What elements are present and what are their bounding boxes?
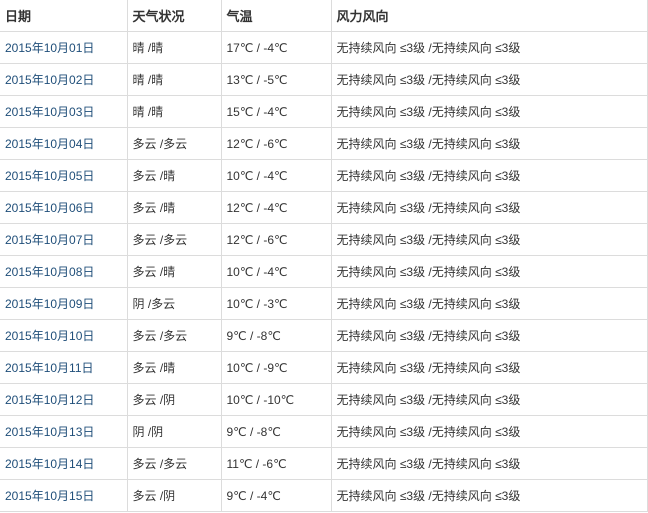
temperature-cell: 10℃ / -9℃ bbox=[220, 351, 332, 384]
wind-cell: 无持续风向 ≤3级 /无持续风向 ≤3级 bbox=[330, 63, 648, 96]
header-date: 日期 bbox=[0, 0, 128, 32]
weather-cell: 多云 /阴 bbox=[126, 383, 222, 416]
date-link[interactable]: 2015年10月01日 bbox=[5, 41, 95, 55]
table-header-row: 日期 天气状况 气温 风力风向 bbox=[0, 0, 648, 32]
wind-cell: 无持续风向 ≤3级 /无持续风向 ≤3级 bbox=[330, 95, 648, 128]
temperature-cell: 12℃ / -6℃ bbox=[220, 223, 332, 256]
wind-cell: 无持续风向 ≤3级 /无持续风向 ≤3级 bbox=[330, 223, 648, 256]
temperature-cell: 9℃ / -8℃ bbox=[220, 415, 332, 448]
table-row: 2015年10月07日 多云 /多云 12℃ / -6℃ 无持续风向 ≤3级 /无持续… bbox=[0, 223, 648, 256]
date-link[interactable]: 2015年10月07日 bbox=[5, 233, 95, 247]
date-link[interactable]: 2015年10月11日 bbox=[5, 361, 94, 375]
temperature-cell: 9℃ / -4℃ bbox=[220, 479, 332, 512]
weather-cell: 多云 /多云 bbox=[126, 223, 222, 256]
date-cell: 2015年10月02日 bbox=[0, 63, 128, 96]
header-temperature: 气温 bbox=[220, 0, 332, 32]
wind-cell: 无持续风向 ≤3级 /无持续风向 ≤3级 bbox=[330, 383, 648, 416]
date-cell: 2015年10月04日 bbox=[0, 127, 128, 160]
date-cell: 2015年10月11日 bbox=[0, 351, 128, 384]
weather-cell: 阴 /多云 bbox=[126, 287, 222, 320]
table-row: 2015年10月15日 多云 /阴 9℃ / -4℃ 无持续风向 ≤3级 /无持续风向… bbox=[0, 479, 648, 512]
date-link[interactable]: 2015年10月13日 bbox=[5, 425, 95, 439]
date-cell: 2015年10月15日 bbox=[0, 479, 128, 512]
table-row: 2015年10月14日 多云 /多云 11℃ / -6℃ 无持续风向 ≤3级 /无持续… bbox=[0, 447, 648, 480]
header-wind: 风力风向 bbox=[330, 0, 648, 32]
table-row: 2015年10月11日 多云 /晴 10℃ / -9℃ 无持续风向 ≤3级 /无持续风… bbox=[0, 351, 648, 384]
date-link[interactable]: 2015年10月04日 bbox=[5, 137, 95, 151]
temperature-cell: 10℃ / -10℃ bbox=[220, 383, 332, 416]
date-link[interactable]: 2015年10月15日 bbox=[5, 489, 95, 503]
wind-cell: 无持续风向 ≤3级 /无持续风向 ≤3级 bbox=[330, 415, 648, 448]
wind-cell: 无持续风向 ≤3级 /无持续风向 ≤3级 bbox=[330, 319, 648, 352]
temperature-cell: 12℃ / -4℃ bbox=[220, 191, 332, 224]
table-row: 2015年10月10日 多云 /多云 9℃ / -8℃ 无持续风向 ≤3级 /无持续风… bbox=[0, 319, 648, 352]
table-row: 2015年10月03日 晴 /晴 15℃ / -4℃ 无持续风向 ≤3级 /无持续风向… bbox=[0, 95, 648, 128]
temperature-cell: 10℃ / -4℃ bbox=[220, 159, 332, 192]
date-link[interactable]: 2015年10月08日 bbox=[5, 265, 95, 279]
table-row: 2015年10月08日 多云 /晴 10℃ / -4℃ 无持续风向 ≤3级 /无持续风… bbox=[0, 255, 648, 288]
date-link[interactable]: 2015年10月03日 bbox=[5, 105, 95, 119]
date-cell: 2015年10月08日 bbox=[0, 255, 128, 288]
temperature-cell: 11℃ / -6℃ bbox=[220, 447, 332, 480]
table-row: 2015年10月05日 多云 /晴 10℃ / -4℃ 无持续风向 ≤3级 /无持续风… bbox=[0, 159, 648, 192]
temperature-cell: 13℃ / -5℃ bbox=[220, 63, 332, 96]
table-row: 2015年10月06日 多云 /晴 12℃ / -4℃ 无持续风向 ≤3级 /无持续风… bbox=[0, 191, 648, 224]
temperature-cell: 12℃ / -6℃ bbox=[220, 127, 332, 160]
weather-cell: 多云 /多云 bbox=[126, 447, 222, 480]
wind-cell: 无持续风向 ≤3级 /无持续风向 ≤3级 bbox=[330, 287, 648, 320]
weather-cell: 晴 /晴 bbox=[126, 63, 222, 96]
weather-cell: 多云 /晴 bbox=[126, 351, 222, 384]
table-row: 2015年10月01日 晴 /晴 17℃ / -4℃ 无持续风向 ≤3级 /无持续风向… bbox=[0, 31, 648, 64]
date-link[interactable]: 2015年10月02日 bbox=[5, 73, 95, 87]
table-row: 2015年10月13日 阴 /阴 9℃ / -8℃ 无持续风向 ≤3级 /无持续风向 … bbox=[0, 415, 648, 448]
date-link[interactable]: 2015年10月10日 bbox=[5, 329, 95, 343]
date-link[interactable]: 2015年10月05日 bbox=[5, 169, 95, 183]
date-cell: 2015年10月06日 bbox=[0, 191, 128, 224]
date-cell: 2015年10月03日 bbox=[0, 95, 128, 128]
wind-cell: 无持续风向 ≤3级 /无持续风向 ≤3级 bbox=[330, 351, 648, 384]
weather-cell: 多云 /阴 bbox=[126, 479, 222, 512]
date-cell: 2015年10月01日 bbox=[0, 31, 128, 64]
table-row: 2015年10月02日 晴 /晴 13℃ / -5℃ 无持续风向 ≤3级 /无持续风向… bbox=[0, 63, 648, 96]
date-cell: 2015年10月10日 bbox=[0, 319, 128, 352]
weather-cell: 晴 /晴 bbox=[126, 31, 222, 64]
weather-cell: 阴 /阴 bbox=[126, 415, 222, 448]
date-cell: 2015年10月07日 bbox=[0, 223, 128, 256]
wind-cell: 无持续风向 ≤3级 /无持续风向 ≤3级 bbox=[330, 479, 648, 512]
temperature-cell: 15℃ / -4℃ bbox=[220, 95, 332, 128]
wind-cell: 无持续风向 ≤3级 /无持续风向 ≤3级 bbox=[330, 31, 648, 64]
temperature-cell: 9℃ / -8℃ bbox=[220, 319, 332, 352]
date-link[interactable]: 2015年10月12日 bbox=[5, 393, 95, 407]
temperature-cell: 17℃ / -4℃ bbox=[220, 31, 332, 64]
temperature-cell: 10℃ / -4℃ bbox=[220, 255, 332, 288]
wind-cell: 无持续风向 ≤3级 /无持续风向 ≤3级 bbox=[330, 447, 648, 480]
wind-cell: 无持续风向 ≤3级 /无持续风向 ≤3级 bbox=[330, 159, 648, 192]
weather-cell: 多云 /晴 bbox=[126, 159, 222, 192]
table-row: 2015年10月12日 多云 /阴 10℃ / -10℃ 无持续风向 ≤3级 /无持续… bbox=[0, 383, 648, 416]
date-cell: 2015年10月09日 bbox=[0, 287, 128, 320]
date-cell: 2015年10月05日 bbox=[0, 159, 128, 192]
wind-cell: 无持续风向 ≤3级 /无持续风向 ≤3级 bbox=[330, 191, 648, 224]
weather-cell: 多云 /多云 bbox=[126, 127, 222, 160]
wind-cell: 无持续风向 ≤3级 /无持续风向 ≤3级 bbox=[330, 127, 648, 160]
weather-cell: 多云 /多云 bbox=[126, 319, 222, 352]
date-cell: 2015年10月12日 bbox=[0, 383, 128, 416]
wind-cell: 无持续风向 ≤3级 /无持续风向 ≤3级 bbox=[330, 255, 648, 288]
table-row: 2015年10月09日 阴 /多云 10℃ / -3℃ 无持续风向 ≤3级 /无持续风… bbox=[0, 287, 648, 320]
header-weather: 天气状况 bbox=[126, 0, 222, 32]
date-link[interactable]: 2015年10月06日 bbox=[5, 201, 95, 215]
temperature-cell: 10℃ / -3℃ bbox=[220, 287, 332, 320]
date-cell: 2015年10月13日 bbox=[0, 415, 128, 448]
date-link[interactable]: 2015年10月14日 bbox=[5, 457, 95, 471]
weather-cell: 多云 /晴 bbox=[126, 255, 222, 288]
table-row: 2015年10月04日 多云 /多云 12℃ / -6℃ 无持续风向 ≤3级 /无持续… bbox=[0, 127, 648, 160]
weather-cell: 晴 /晴 bbox=[126, 95, 222, 128]
date-cell: 2015年10月14日 bbox=[0, 447, 128, 480]
weather-cell: 多云 /晴 bbox=[126, 191, 222, 224]
date-link[interactable]: 2015年10月09日 bbox=[5, 297, 95, 311]
